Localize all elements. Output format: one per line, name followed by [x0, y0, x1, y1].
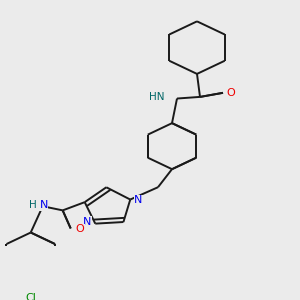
Text: O: O [226, 88, 236, 98]
Text: Cl: Cl [25, 293, 36, 300]
Text: H: H [29, 200, 37, 210]
Text: O: O [75, 224, 84, 234]
Text: N: N [83, 217, 92, 227]
Text: HN: HN [149, 92, 165, 102]
Text: N: N [40, 200, 48, 210]
Text: N: N [134, 195, 142, 206]
